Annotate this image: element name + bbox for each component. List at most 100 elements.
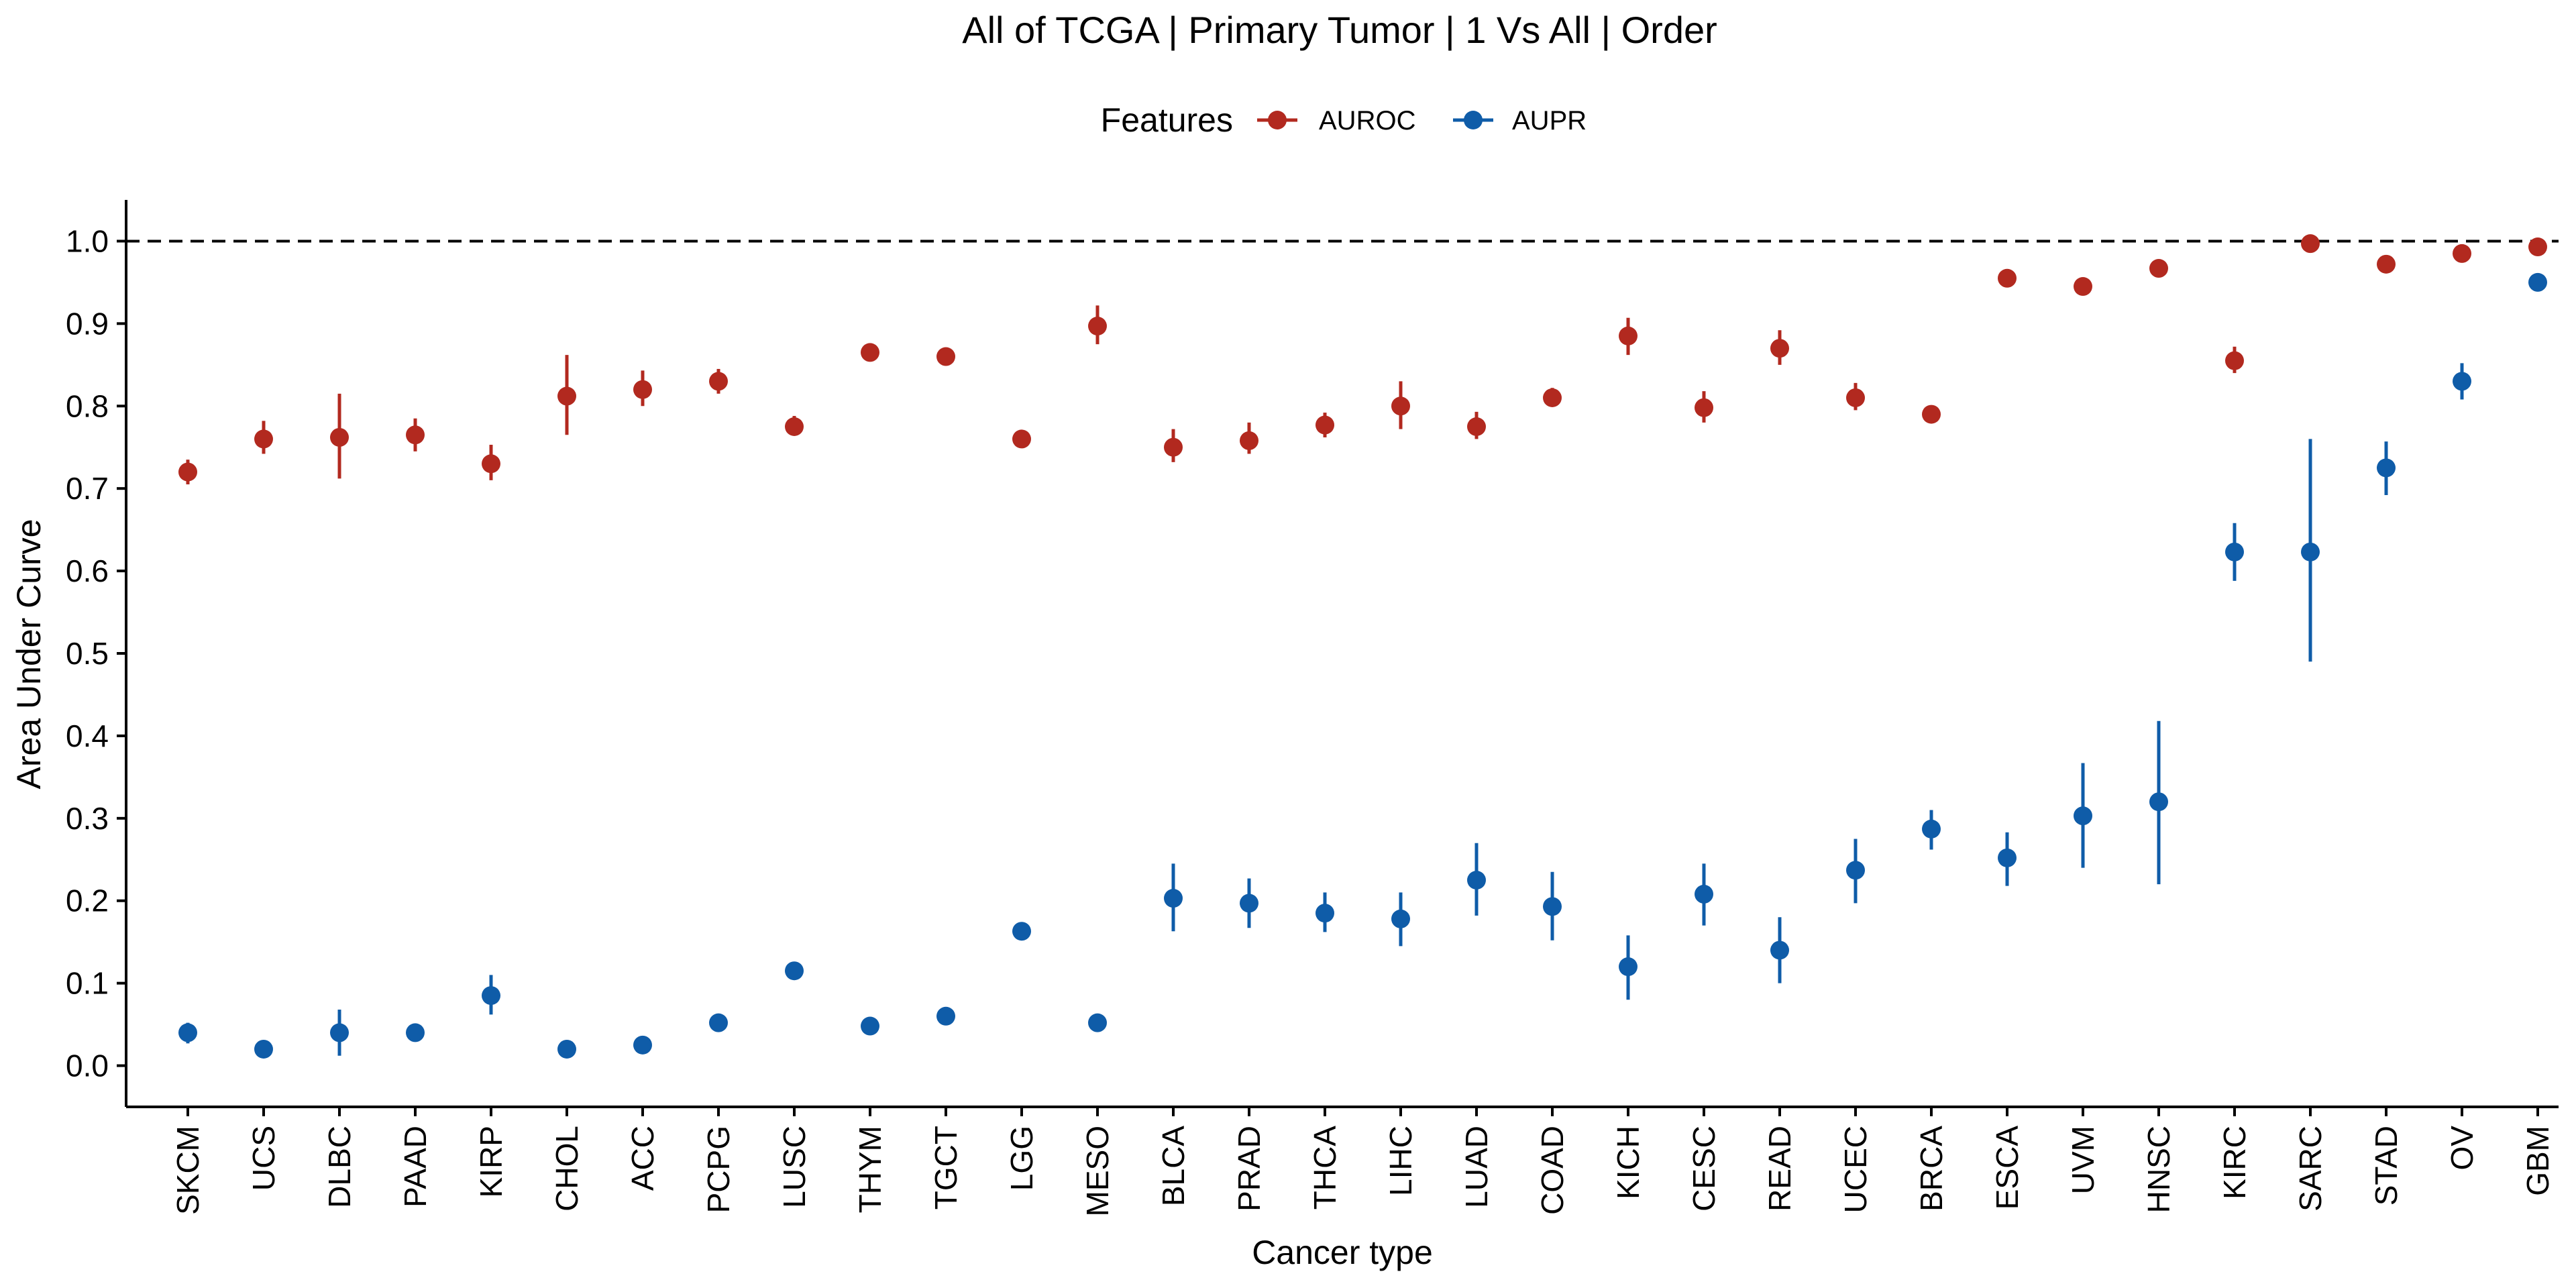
y-tick-label: 0.5 — [66, 636, 109, 671]
aupr-point — [1012, 922, 1031, 941]
aupr-point — [936, 1006, 955, 1026]
y-tick-label: 0.1 — [66, 966, 109, 1001]
x-tick-label: THCA — [1307, 1126, 1342, 1210]
x-tick-label: LIHC — [1383, 1126, 1418, 1196]
x-tick-label: HNSC — [2141, 1126, 2176, 1213]
auroc-point — [1391, 396, 1410, 416]
auroc-point — [2225, 351, 2244, 370]
aupr-point — [1695, 884, 1713, 904]
x-tick-label: GBM — [2520, 1126, 2555, 1196]
auroc-point — [1998, 268, 2017, 288]
aupr-point — [1619, 957, 1638, 977]
auroc-point — [1770, 339, 1789, 358]
x-tick-label: UCEC — [1838, 1126, 1873, 1213]
x-ticks: SKCM UCS DLBC PAAD KIRP CHOL ACC PCPG LUSC THYM TG… — [170, 1107, 2555, 1216]
aupr-point — [1164, 889, 1183, 908]
aupr-point — [2377, 458, 2396, 478]
aupr-point — [1543, 897, 1562, 916]
x-tick-label: KIRC — [2217, 1126, 2252, 1199]
y-tick-label: 0.0 — [66, 1049, 109, 1083]
x-tick-label: COAD — [1535, 1126, 1570, 1215]
aupr-point — [482, 986, 500, 1006]
x-tick-label: OV — [2445, 1126, 2479, 1171]
x-tick-label: CESC — [1686, 1126, 1721, 1212]
auroc-point — [254, 429, 273, 449]
auroc-point — [2453, 244, 2471, 263]
aupr-point — [1998, 848, 2017, 867]
series-group — [178, 234, 2547, 1059]
auroc-point — [936, 347, 955, 366]
auroc-point — [2301, 234, 2320, 254]
auroc-point — [1088, 317, 1107, 336]
aupr-point — [2301, 542, 2320, 561]
aupr-point — [2225, 542, 2244, 561]
y-tick-label: 0.2 — [66, 883, 109, 918]
y-tick-label: 0.7 — [66, 471, 109, 506]
auroc-point — [785, 417, 804, 436]
auroc-point — [2149, 259, 2168, 278]
x-tick-label: ESCA — [1990, 1126, 2025, 1210]
x-tick-label: PAAD — [398, 1126, 433, 1208]
x-tick-label: TGCT — [928, 1126, 963, 1210]
x-tick-label: LGG — [1004, 1126, 1039, 1191]
x-tick-label: PRAD — [1232, 1126, 1267, 1212]
auroc-point — [633, 380, 652, 399]
auroc-point — [1012, 429, 1031, 449]
x-tick-label: READ — [1762, 1126, 1797, 1212]
aupr-point — [2149, 792, 2168, 812]
y-tick-label: 1.0 — [66, 223, 109, 258]
y-ticks: 0.0 0.1 0.2 0.3 0.4 0.5 0.6 0.7 0.8 0.9 1.0 — [66, 223, 126, 1083]
aupr-point — [1391, 909, 1410, 928]
auroc-point — [1695, 398, 1713, 417]
aupr-point — [330, 1023, 349, 1042]
auroc-point — [406, 425, 425, 445]
x-tick-label: DLBC — [322, 1126, 357, 1208]
aupr-point — [633, 1035, 652, 1055]
auroc-point — [1164, 437, 1183, 457]
y-tick-label: 0.8 — [66, 388, 109, 423]
auroc-point — [1846, 388, 1865, 407]
aupr-point — [1316, 904, 1334, 923]
auroc-point — [482, 454, 500, 474]
x-tick-label: LUAD — [1459, 1126, 1494, 1208]
x-tick-label: PCPG — [701, 1126, 736, 1213]
aupr-point — [785, 961, 804, 981]
auroc-point — [861, 343, 879, 362]
legend-label-auroc: AUROC — [1319, 106, 1415, 136]
aupr-point — [1846, 861, 1865, 880]
aupr-point — [2453, 372, 2471, 391]
x-tick-label: STAD — [2369, 1126, 2404, 1205]
aupr-point — [1922, 819, 1941, 839]
y-tick-label: 0.9 — [66, 306, 109, 341]
auroc-point — [557, 386, 576, 406]
auroc-point — [1240, 431, 1258, 450]
x-tick-label: BRCA — [1914, 1126, 1949, 1212]
x-tick-label: UVM — [2065, 1126, 2100, 1194]
aupr-point — [2074, 806, 2092, 826]
auroc-point — [2528, 237, 2547, 257]
aupr-point — [178, 1023, 197, 1042]
series-aupr — [178, 272, 2547, 1059]
aupr-point — [1467, 871, 1486, 890]
legend-label-aupr: AUPR — [1512, 106, 1587, 136]
aupr-point — [254, 1039, 273, 1059]
aupr-point — [557, 1039, 576, 1059]
auroc-point — [1922, 405, 1941, 424]
x-tick-label: ACC — [625, 1126, 660, 1191]
x-tick-label: CHOL — [549, 1126, 584, 1212]
y-tick-label: 0.3 — [66, 801, 109, 836]
x-tick-label: UCS — [246, 1126, 281, 1191]
y-tick-label: 0.6 — [66, 553, 109, 588]
y-tick-label: 0.4 — [66, 718, 109, 753]
auroc-point — [178, 462, 197, 482]
auroc-point — [1316, 415, 1334, 435]
auroc-point — [1543, 388, 1562, 407]
x-tick-label: BLCA — [1156, 1126, 1191, 1206]
y-axis-label: Area Under Curve — [10, 519, 48, 790]
legend-title: Features — [1101, 101, 1233, 139]
auroc-point — [709, 372, 728, 391]
auroc-point — [1467, 417, 1486, 436]
chart-title: All of TCGA | Primary Tumor | 1 Vs All |… — [962, 9, 1717, 51]
aupr-point — [709, 1013, 728, 1032]
x-tick-label: SARC — [2293, 1126, 2328, 1212]
